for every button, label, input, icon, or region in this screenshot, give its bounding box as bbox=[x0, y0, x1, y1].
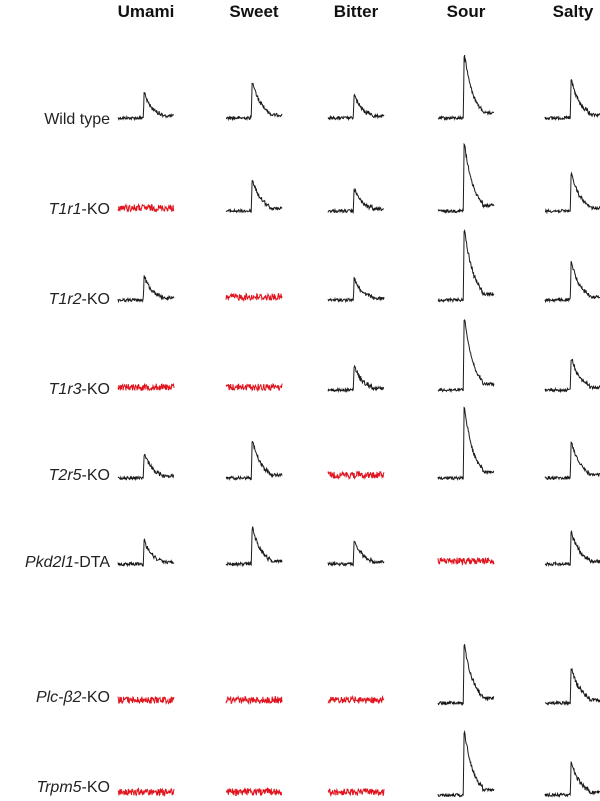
trace-sweet-row-2 bbox=[225, 292, 283, 303]
trace-bitter-row-0 bbox=[327, 93, 385, 122]
gene-name: T1r1 bbox=[48, 201, 82, 218]
row-label-0: Wild type bbox=[0, 110, 110, 130]
trace-bitter-row-3 bbox=[327, 364, 385, 394]
row-label-7: Trpm5-KO bbox=[0, 778, 111, 798]
row-label-3: T1r3-KO bbox=[0, 380, 110, 400]
gene-name: Pkd2l1 bbox=[24, 554, 74, 571]
genotype-suffix: Wild type bbox=[44, 111, 110, 128]
genotype-suffix: -KO bbox=[81, 201, 110, 218]
trace-salty-row-4 bbox=[544, 441, 600, 481]
trace-sour-row-0 bbox=[437, 54, 495, 121]
row-label-2: T1r2-KO bbox=[0, 290, 110, 310]
trace-bitter-row-5 bbox=[327, 540, 385, 567]
trace-sour-row-3 bbox=[437, 319, 495, 394]
trace-sour-row-7 bbox=[437, 729, 495, 798]
gene-name: T1r2 bbox=[48, 291, 82, 308]
trace-sweet-row-7 bbox=[226, 787, 283, 797]
trace-sour-row-2 bbox=[437, 229, 495, 304]
trace-bitter-row-7 bbox=[327, 787, 385, 798]
row-label-1: T1r1-KO bbox=[0, 200, 110, 220]
trace-sweet-row-3 bbox=[225, 383, 283, 392]
gene-name: T1r3 bbox=[48, 381, 82, 398]
trace-salty-row-7 bbox=[544, 761, 600, 798]
trace-sweet-row-5 bbox=[225, 526, 283, 568]
trace-umami-row-2 bbox=[117, 275, 175, 304]
gene-name: Trpm5 bbox=[36, 779, 82, 796]
trace-umami-row-3 bbox=[117, 383, 175, 392]
trace-salty-row-3 bbox=[544, 358, 600, 394]
trace-umami-row-1 bbox=[117, 202, 175, 213]
column-header-sour: Sour bbox=[446, 2, 486, 21]
trace-sweet-row-0 bbox=[226, 82, 283, 122]
trace-salty-row-1 bbox=[544, 171, 600, 215]
row-label-4: T2r5-KO bbox=[0, 466, 110, 486]
genotype-suffix: -KO bbox=[81, 381, 110, 398]
trace-umami-row-5 bbox=[117, 538, 175, 568]
row-label-5: Pkd2l1-DTA bbox=[0, 553, 110, 573]
trace-sour-row-4 bbox=[437, 406, 495, 481]
trace-salty-row-2 bbox=[544, 261, 600, 304]
genotype-suffix: -KO bbox=[81, 779, 110, 796]
gene-name: T2r5 bbox=[48, 467, 82, 484]
trace-sweet-row-6 bbox=[225, 694, 283, 705]
genotype-suffix: -KO bbox=[81, 689, 110, 706]
trace-sweet-row-1 bbox=[225, 179, 283, 214]
genotype-suffix: -KO bbox=[81, 291, 110, 308]
column-header-umami: Umami bbox=[117, 2, 175, 21]
column-header-salty: Salty bbox=[552, 2, 594, 21]
trace-salty-row-6 bbox=[544, 667, 600, 707]
trace-umami-row-6 bbox=[117, 695, 175, 705]
trace-bitter-row-1 bbox=[327, 187, 384, 214]
trace-bitter-row-4 bbox=[327, 470, 385, 481]
trace-sour-row-6 bbox=[437, 644, 495, 707]
trace-sour-row-1 bbox=[437, 142, 495, 214]
trace-salty-row-0 bbox=[544, 79, 600, 121]
trace-sour-row-5 bbox=[437, 556, 495, 567]
column-header-sweet: Sweet bbox=[229, 2, 279, 21]
genotype-suffix: -KO bbox=[81, 467, 110, 484]
column-header-bitter: Bitter bbox=[333, 2, 379, 21]
trace-bitter-row-2 bbox=[327, 277, 385, 304]
trace-bitter-row-6 bbox=[327, 694, 385, 705]
trace-salty-row-5 bbox=[544, 530, 600, 568]
genotype-suffix: -DTA bbox=[73, 554, 110, 571]
trace-umami-row-4 bbox=[117, 453, 175, 482]
gene-name: Plc-β2 bbox=[35, 689, 82, 706]
trace-sweet-row-4 bbox=[225, 440, 283, 481]
trace-umami-row-0 bbox=[117, 91, 174, 122]
trace-umami-row-7 bbox=[117, 787, 175, 798]
row-label-6: Plc-β2-KO bbox=[0, 688, 110, 708]
